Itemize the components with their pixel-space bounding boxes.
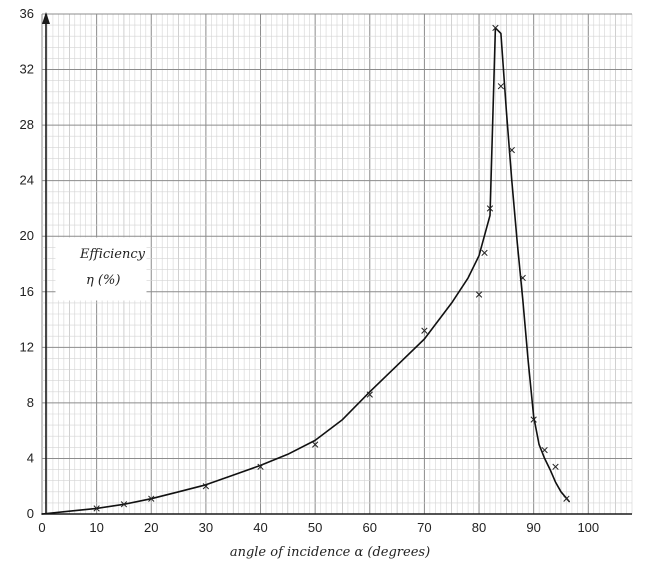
y-axis-label: Efficiency η (%) <box>79 247 146 288</box>
data-point-stroke <box>202 483 210 490</box>
data-point-marker <box>492 24 499 32</box>
y-tick-label: 28 <box>20 117 34 132</box>
efficiency-curve <box>41 27 570 515</box>
data-point-stroke <box>530 416 537 423</box>
data-point-stroke <box>492 24 499 32</box>
y-tick-label: 0 <box>27 506 34 521</box>
data-point-stroke <box>563 495 570 502</box>
data-point-marker <box>508 146 515 154</box>
efficiency-curve-line <box>41 27 570 515</box>
y-axis-label-box: Efficiency η (%) <box>55 237 147 301</box>
data-point-marker <box>530 416 537 423</box>
y-tick-label: 36 <box>20 6 34 21</box>
x-tick-label: 0 <box>38 520 45 535</box>
data-point-marker <box>257 463 264 470</box>
data-point-stroke <box>148 495 155 502</box>
y-tick-label: 4 <box>27 450 34 465</box>
y-axis-label-line: η (%) <box>86 273 120 288</box>
measured-points <box>93 24 570 512</box>
data-point-stroke <box>120 501 128 508</box>
x-tick-label: 70 <box>417 520 431 535</box>
y-tick-label: 24 <box>20 173 34 188</box>
data-point-stroke <box>508 146 515 154</box>
x-tick-label: 80 <box>472 520 486 535</box>
data-point-stroke <box>519 274 526 282</box>
x-tick-label: 100 <box>577 520 599 535</box>
data-point-marker <box>552 463 559 470</box>
x-tick-label: 20 <box>144 520 158 535</box>
data-point-marker <box>519 274 526 282</box>
data-point-marker <box>148 495 155 502</box>
data-point-marker <box>120 501 128 508</box>
data-point-marker <box>366 391 373 398</box>
x-tick-label: 40 <box>253 520 267 535</box>
data-point-stroke <box>541 446 548 454</box>
data-point-stroke <box>421 327 428 334</box>
data-point-stroke <box>366 391 373 398</box>
x-tick-labels: 0 10 20 30 40 50 60 70 80 90 100 <box>38 520 599 535</box>
chart-axes <box>42 12 632 515</box>
y-axis-label-frame <box>55 237 147 301</box>
data-point-marker <box>541 446 548 454</box>
x-axis-label: angle of incidence α (degrees) <box>230 545 430 560</box>
data-point-stroke <box>552 463 559 470</box>
y-tick-label: 16 <box>20 284 34 299</box>
data-point-marker <box>311 441 319 448</box>
data-point-marker <box>475 291 483 298</box>
data-point-stroke <box>481 249 488 257</box>
data-point-marker <box>202 483 210 490</box>
y-tick-label: 12 <box>20 339 34 354</box>
x-tick-label: 90 <box>526 520 540 535</box>
x-tick-label: 60 <box>363 520 377 535</box>
data-point-stroke <box>257 463 264 470</box>
data-point-marker <box>421 327 428 334</box>
y-tick-label: 32 <box>20 62 34 77</box>
data-point-marker <box>93 505 100 512</box>
data-point-marker <box>481 249 488 257</box>
data-point-marker <box>563 495 570 502</box>
y-tick-label: 20 <box>20 228 34 243</box>
y-tick-label: 8 <box>27 395 34 410</box>
data-point-marker <box>497 83 505 90</box>
data-point-stroke <box>497 83 505 90</box>
y-axis-arrowhead <box>42 12 50 24</box>
x-tick-label: 10 <box>89 520 103 535</box>
x-tick-label: 50 <box>308 520 322 535</box>
data-point-stroke <box>486 205 494 212</box>
data-point-stroke <box>475 291 483 298</box>
data-point-marker <box>486 205 494 212</box>
y-tick-labels: 0 4 8 12 16 20 24 28 32 36 <box>20 6 34 521</box>
x-tick-label: 30 <box>199 520 213 535</box>
y-axis-label-line: Efficiency <box>79 247 146 262</box>
data-point-stroke <box>93 505 100 512</box>
data-point-stroke <box>311 441 319 448</box>
